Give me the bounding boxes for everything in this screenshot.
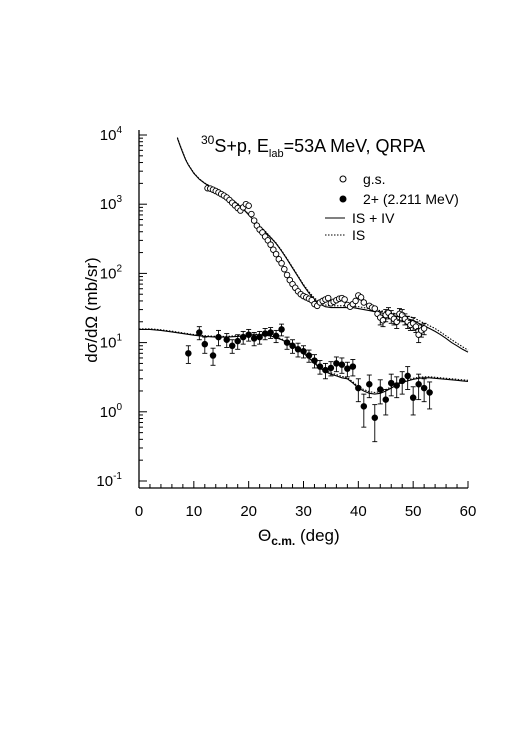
data-point-gs	[245, 202, 252, 209]
data-point-2plus	[223, 336, 230, 343]
data-point-2plus	[426, 389, 433, 396]
data-point-2plus	[256, 333, 263, 341]
x-tick-label: 10	[185, 503, 202, 520]
data-point-2plus	[289, 342, 296, 350]
data-point-2plus	[239, 333, 247, 341]
chart-title: 30S+p, Elab=53A MeV, QRPA	[201, 133, 425, 160]
data-point-2plus	[272, 332, 280, 340]
data-point-2plus	[371, 414, 379, 422]
data-point-2plus	[316, 363, 324, 370]
data-point-gs	[379, 317, 387, 324]
data-point-gs	[360, 299, 368, 306]
legend-marker-gs	[339, 175, 347, 183]
chart-title-rest: =53A MeV, QRPA	[284, 136, 426, 156]
data-point-2plus	[360, 403, 368, 410]
data-point-2plus	[234, 337, 241, 345]
x-tick-label: 20	[240, 503, 257, 520]
data-point-2plus	[420, 384, 428, 392]
y-tick-label-exponent: 1	[116, 333, 122, 344]
data-point-2plus	[300, 347, 307, 355]
data-point-gs	[278, 260, 285, 267]
data-point-2plus	[294, 346, 302, 353]
data-point-2plus	[196, 329, 203, 336]
data-point-2plus	[267, 329, 274, 336]
data-point-2plus	[349, 363, 357, 370]
data-point-gs	[324, 294, 332, 302]
data-point-gs	[281, 265, 288, 273]
y-tick-label-exponent: 0	[116, 402, 122, 413]
x-tick-label: 50	[405, 503, 422, 520]
legend-label-gs: g.s.	[363, 171, 386, 187]
curve-is	[176, 137, 469, 351]
data-point-2plus	[250, 335, 258, 342]
data-point-2plus	[201, 340, 209, 348]
legend-label-2plus: 2+ (2.211 MeV)	[363, 191, 459, 207]
data-point-gs	[267, 241, 274, 248]
data-point-2plus	[305, 352, 313, 359]
data-point-gs	[341, 296, 348, 303]
legend-marker-2plus	[339, 195, 347, 203]
data-point-2plus	[415, 381, 422, 388]
data-point-2plus	[245, 331, 252, 338]
data-point-2plus	[261, 330, 269, 337]
data-point-2plus	[409, 394, 417, 401]
data-point-gs	[248, 210, 255, 218]
data-points	[185, 185, 433, 443]
y-tick-label-exponent: 4	[116, 125, 122, 136]
chart-title-subscript: lab	[269, 148, 284, 160]
data-point-2plus	[209, 352, 217, 359]
data-point-2plus	[327, 364, 335, 372]
legend: g.s. 2+ (2.211 MeV) IS + IV IS	[325, 171, 459, 243]
data-point-2plus	[311, 357, 318, 364]
data-point-2plus	[278, 326, 285, 333]
data-point-gs	[420, 325, 428, 332]
data-point-2plus	[366, 381, 373, 388]
x-axis-title-unit: (deg)	[295, 526, 339, 545]
x-axis-title: Θc.m. (deg)	[258, 526, 340, 548]
y-tick-label-exponent: -1	[113, 471, 122, 482]
data-point-2plus	[398, 377, 406, 385]
data-point-2plus	[185, 350, 192, 357]
x-axis-title-subscript: c.m.	[271, 534, 295, 548]
x-tick-label: 30	[295, 503, 312, 520]
data-point-gs	[371, 305, 379, 312]
data-point-gs	[272, 250, 280, 258]
data-point-2plus	[377, 386, 384, 393]
y-tick-label-exponent: 3	[116, 194, 122, 205]
data-point-2plus	[228, 342, 236, 350]
data-point-2plus	[393, 382, 400, 389]
data-point-gs	[283, 271, 291, 279]
y-axis-title: dσ/dΩ (mb/sr)	[82, 257, 101, 362]
data-point-gs	[352, 297, 359, 305]
data-point-2plus	[322, 366, 329, 374]
data-point-2plus	[344, 365, 351, 372]
data-point-gs	[357, 294, 365, 301]
data-point-2plus	[283, 339, 291, 346]
chart-title-main: S+p, E	[214, 136, 269, 156]
data-point-2plus	[355, 384, 362, 392]
legend-label-is-iv: IS + IV	[352, 210, 395, 226]
x-tick-label: 60	[460, 503, 477, 520]
legend-label-is: IS	[352, 227, 365, 243]
data-point-2plus	[382, 396, 390, 403]
x-tick-label: 0	[135, 503, 143, 520]
data-point-2plus	[333, 360, 340, 367]
data-point-gs	[250, 217, 258, 224]
data-point-2plus	[404, 372, 411, 380]
y-tick-label-exponent: 2	[116, 263, 122, 274]
x-axis-title-symbol: Θ	[258, 526, 271, 545]
chart-title-superscript: 30	[201, 133, 215, 147]
curve-2-is	[139, 328, 469, 394]
data-point-gs	[393, 318, 400, 326]
data-point-2plus	[387, 379, 395, 387]
data-point-2plus	[215, 333, 222, 341]
x-tick-label: 40	[350, 503, 367, 520]
data-point-2plus	[338, 361, 346, 368]
